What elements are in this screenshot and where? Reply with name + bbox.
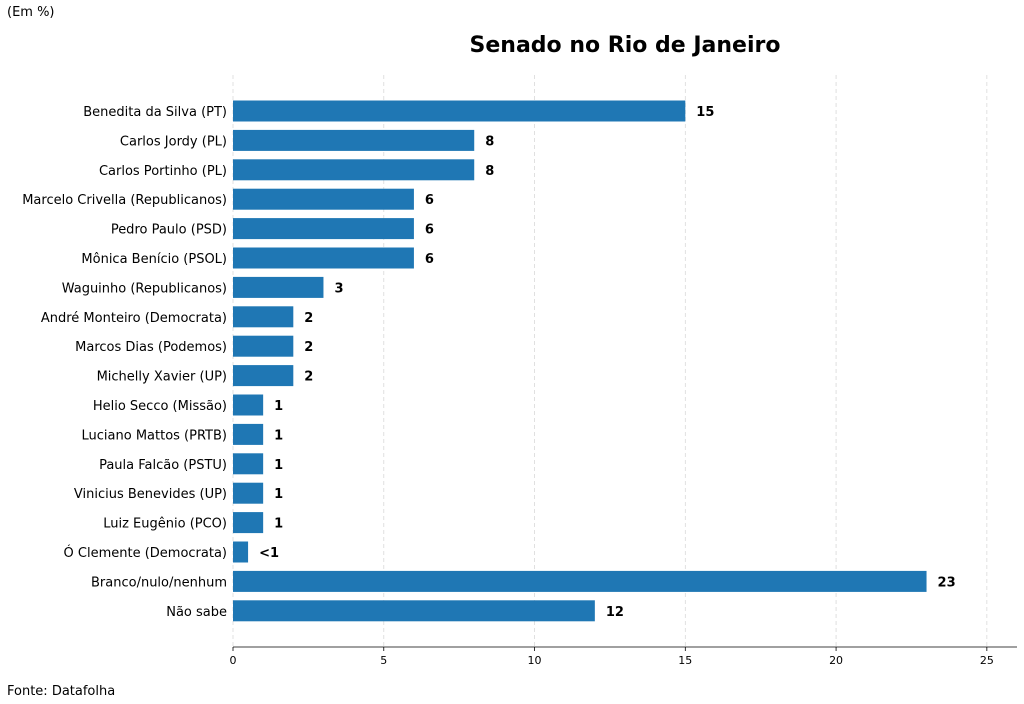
bar-15 — [233, 541, 249, 563]
bar-17 — [233, 600, 595, 622]
category-label-17: Não sabe — [166, 605, 227, 620]
x-tick-label-2: 10 — [528, 654, 542, 667]
value-label-1: 8 — [485, 134, 494, 149]
category-label-3: Marcelo Crivella (Republicanos) — [22, 193, 227, 208]
bar-14 — [233, 512, 264, 534]
bar-7 — [233, 306, 294, 328]
bar-4 — [233, 218, 414, 240]
bar-6 — [233, 276, 324, 298]
category-label-12: Paula Falcão (PSTU) — [99, 458, 227, 473]
x-tick-label-4: 20 — [829, 654, 843, 667]
bar-11 — [233, 423, 264, 445]
value-label-7: 2 — [304, 311, 313, 326]
category-label-0: Benedita da Silva (PT) — [83, 105, 227, 120]
value-label-15: <1 — [259, 546, 279, 561]
category-label-14: Luiz Eugênio (PCO) — [103, 517, 227, 532]
unit-note: (Em %) — [7, 5, 55, 20]
category-label-4: Pedro Paulo (PSD) — [111, 223, 227, 238]
category-label-5: Mônica Benício (PSOL) — [81, 252, 227, 267]
category-label-6: Waguinho (Republicanos) — [62, 281, 227, 296]
value-label-0: 15 — [696, 105, 714, 120]
value-label-13: 1 — [274, 487, 283, 502]
x-tick-label-0: 0 — [230, 654, 237, 667]
bar-0 — [233, 100, 686, 122]
value-label-6: 3 — [334, 281, 343, 296]
bar-12 — [233, 453, 264, 475]
value-label-10: 1 — [274, 399, 283, 414]
category-label-11: Luciano Mattos (PRTB) — [82, 428, 227, 443]
value-label-5: 6 — [425, 252, 434, 267]
value-label-14: 1 — [274, 517, 283, 532]
bar-16 — [233, 570, 927, 592]
value-label-4: 6 — [425, 223, 434, 238]
value-label-12: 1 — [274, 458, 283, 473]
bar-5 — [233, 247, 414, 269]
value-label-17: 12 — [606, 605, 624, 620]
bar-13 — [233, 482, 264, 504]
x-tick-label-5: 25 — [980, 654, 994, 667]
bar-1 — [233, 129, 475, 151]
value-label-16: 23 — [938, 575, 956, 590]
value-label-11: 1 — [274, 428, 283, 443]
category-label-16: Branco/nulo/nenhum — [91, 575, 227, 590]
value-label-9: 2 — [304, 370, 313, 385]
bar-10 — [233, 394, 264, 416]
label-layer: Benedita da Silva (PT) 15 Carlos Jordy (PL… — [22, 105, 955, 620]
category-label-8: Marcos Dias (Podemos) — [75, 340, 227, 355]
x-tick-label-1: 5 — [380, 654, 387, 667]
category-label-2: Carlos Portinho (PL) — [99, 164, 227, 179]
x-tick-label-3: 15 — [678, 654, 692, 667]
category-label-10: Helio Secco (Missão) — [93, 399, 227, 414]
category-label-7: André Monteiro (Democrata) — [41, 311, 227, 326]
category-label-9: Michelly Xavier (UP) — [97, 370, 227, 385]
bar-layer — [233, 100, 927, 622]
category-label-15: Ó Clemente (Democrata) — [64, 545, 227, 561]
bar-8 — [233, 335, 294, 357]
bar-2 — [233, 159, 475, 181]
chart-title: Senado no Rio de Janeiro — [470, 33, 781, 58]
value-label-8: 2 — [304, 340, 313, 355]
value-label-2: 8 — [485, 164, 494, 179]
bar-3 — [233, 188, 414, 210]
source-note: Fonte: Datafolha — [7, 684, 116, 699]
x-axis-ticks: 0 5 10 15 20 25 — [230, 647, 994, 667]
category-label-1: Carlos Jordy (PL) — [120, 134, 227, 149]
bar-9 — [233, 365, 294, 387]
value-label-3: 6 — [425, 193, 434, 208]
category-label-13: Vinicius Benevides (UP) — [74, 487, 227, 502]
